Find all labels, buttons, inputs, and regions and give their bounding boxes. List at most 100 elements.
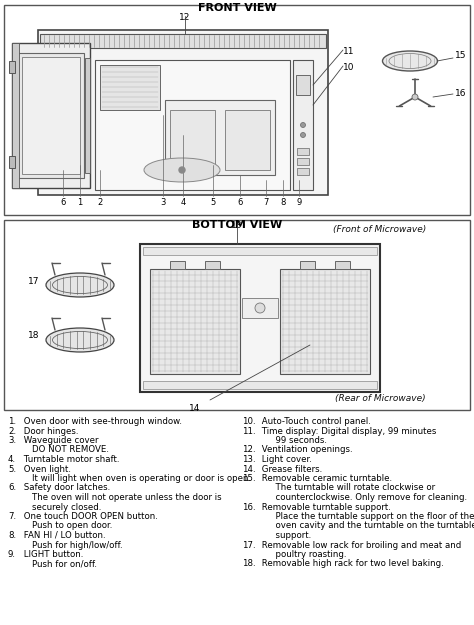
Text: Push for high/low/off.: Push for high/low/off.: [21, 541, 123, 549]
Text: Waveguide cover: Waveguide cover: [21, 436, 99, 445]
Bar: [85, 58, 90, 173]
Text: counterclockwise. Only remove for cleaning.: counterclockwise. Only remove for cleani…: [259, 493, 467, 502]
Ellipse shape: [46, 328, 114, 352]
Text: 9: 9: [296, 198, 301, 207]
Text: 99 seconds.: 99 seconds.: [259, 436, 327, 445]
Bar: [12, 43, 19, 188]
Text: 9.: 9.: [8, 550, 16, 559]
Text: 1.: 1.: [8, 417, 16, 426]
Text: 1: 1: [77, 198, 82, 207]
Text: Door hinges.: Door hinges.: [21, 426, 79, 436]
Text: 15: 15: [455, 51, 466, 61]
Text: 4: 4: [181, 198, 186, 207]
Text: Oven light.: Oven light.: [21, 464, 71, 474]
Bar: [297, 158, 309, 165]
Text: Auto-Touch control panel.: Auto-Touch control panel.: [259, 417, 371, 426]
Text: 6: 6: [237, 198, 243, 207]
Bar: [140, 244, 380, 392]
Bar: [4, 220, 470, 410]
Text: Time display: Digital display, 99 minutes: Time display: Digital display, 99 minute…: [259, 426, 437, 436]
Text: 7: 7: [264, 198, 269, 207]
Circle shape: [412, 94, 418, 100]
Text: 11: 11: [343, 47, 355, 56]
Text: DO NOT REMOVE.: DO NOT REMOVE.: [21, 446, 109, 454]
Text: The oven will not operate unless the door is: The oven will not operate unless the doo…: [21, 493, 222, 502]
Text: Removable low rack for broiling and meat and: Removable low rack for broiling and meat…: [259, 541, 461, 549]
Text: 3: 3: [160, 198, 166, 207]
Ellipse shape: [46, 273, 114, 297]
Text: Removable high rack for two level baking.: Removable high rack for two level baking…: [259, 559, 444, 569]
Text: 14.: 14.: [242, 464, 255, 474]
Bar: [12, 43, 90, 188]
Text: 17: 17: [28, 276, 39, 286]
Text: Oven door with see-through window.: Oven door with see-through window.: [21, 417, 182, 426]
Text: 3.: 3.: [8, 436, 16, 445]
Bar: [170, 261, 185, 269]
Bar: [205, 261, 220, 269]
Ellipse shape: [144, 158, 220, 182]
Bar: [95, 60, 290, 190]
Bar: [150, 269, 240, 374]
Text: 10.: 10.: [242, 417, 255, 426]
Bar: [293, 60, 313, 190]
Circle shape: [179, 167, 185, 173]
Text: Ventilation openings.: Ventilation openings.: [259, 446, 353, 454]
Bar: [335, 261, 350, 269]
Text: 5: 5: [210, 198, 216, 207]
Text: (Front of Microwave): (Front of Microwave): [333, 225, 427, 234]
Text: Push for on/off.: Push for on/off.: [21, 559, 97, 569]
Bar: [242, 298, 278, 318]
Text: (Rear of Microwave): (Rear of Microwave): [335, 394, 425, 403]
Text: 8: 8: [280, 198, 286, 207]
Text: 10: 10: [343, 63, 355, 72]
Text: One touch DOOR OPEN button.: One touch DOOR OPEN button.: [21, 512, 158, 521]
Text: securely closed.: securely closed.: [21, 503, 101, 511]
Bar: [100, 65, 160, 110]
Text: It will light when oven is operating or door is open.: It will light when oven is operating or …: [21, 474, 251, 483]
Text: 6.: 6.: [8, 484, 16, 492]
Text: 8.: 8.: [8, 531, 16, 540]
Text: The turntable will rotate clockwise or: The turntable will rotate clockwise or: [259, 484, 435, 492]
Text: Push to open door.: Push to open door.: [21, 521, 112, 531]
Bar: [143, 247, 377, 255]
Text: 12.: 12.: [242, 446, 255, 454]
Text: oven cavity and the turntable on the turntable: oven cavity and the turntable on the tur…: [259, 521, 474, 531]
Text: Place the turntable support on the floor of the: Place the turntable support on the floor…: [259, 512, 474, 521]
Text: LIGHT button.: LIGHT button.: [21, 550, 83, 559]
Text: 16: 16: [455, 89, 466, 99]
Text: FRONT VIEW: FRONT VIEW: [198, 3, 276, 13]
Ellipse shape: [383, 51, 438, 71]
Text: Turntable motor shaft.: Turntable motor shaft.: [21, 455, 119, 464]
Bar: [297, 168, 309, 175]
Bar: [165, 100, 275, 175]
Bar: [297, 148, 309, 155]
Text: 13.: 13.: [242, 455, 255, 464]
Text: 6: 6: [60, 198, 66, 207]
Text: BOTTOM VIEW: BOTTOM VIEW: [192, 220, 282, 230]
Text: poultry roasting.: poultry roasting.: [259, 550, 346, 559]
Bar: [9, 156, 15, 168]
Text: Removable ceramic turntable.: Removable ceramic turntable.: [259, 474, 392, 483]
Text: support.: support.: [259, 531, 311, 540]
Bar: [170, 110, 215, 170]
Bar: [40, 34, 326, 48]
Text: 2.: 2.: [8, 426, 16, 436]
Text: 2: 2: [97, 198, 103, 207]
Text: 7.: 7.: [8, 512, 16, 521]
Circle shape: [301, 132, 306, 138]
Text: 11.: 11.: [242, 426, 255, 436]
Text: 18: 18: [28, 331, 39, 341]
Bar: [38, 30, 328, 195]
Bar: [300, 261, 315, 269]
Bar: [296, 75, 310, 95]
Text: 5.: 5.: [8, 464, 16, 474]
Bar: [4, 5, 470, 215]
Text: 17.: 17.: [242, 541, 255, 549]
Text: 14: 14: [189, 404, 201, 413]
Text: 12: 12: [179, 13, 191, 22]
Text: 13: 13: [231, 221, 243, 230]
Text: 4.: 4.: [8, 455, 16, 464]
Text: FAN HI / LO button.: FAN HI / LO button.: [21, 531, 106, 540]
Text: 18.: 18.: [242, 559, 255, 569]
Text: 15.: 15.: [242, 474, 255, 483]
